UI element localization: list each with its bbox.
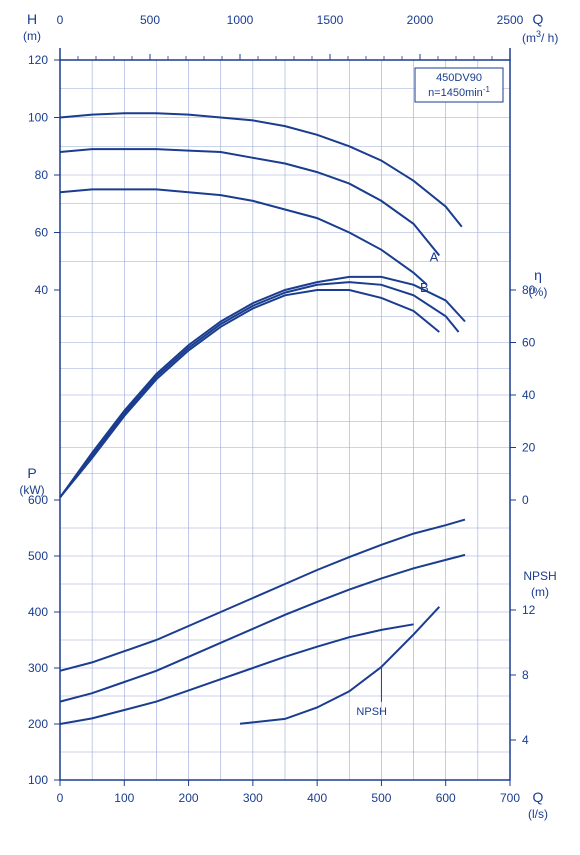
svg-text:120: 120	[28, 53, 48, 67]
chart-svg: 05001000150020002500Q(m3/ h)010020030040…	[0, 0, 580, 850]
svg-text:2500: 2500	[497, 13, 524, 27]
svg-text:4: 4	[522, 733, 529, 747]
svg-text:100: 100	[28, 111, 48, 125]
svg-text:80: 80	[522, 283, 536, 297]
svg-text:η: η	[534, 267, 542, 283]
curve-label-a: A	[430, 249, 439, 264]
svg-text:400: 400	[28, 605, 48, 619]
svg-text:200: 200	[28, 717, 48, 731]
power-curve-1	[60, 520, 465, 671]
svg-text:80: 80	[35, 168, 49, 182]
svg-text:0: 0	[57, 13, 64, 27]
svg-text:40: 40	[522, 388, 536, 402]
svg-text:12: 12	[522, 603, 536, 617]
svg-text:500: 500	[371, 791, 391, 805]
eff-curve-3	[60, 290, 439, 497]
svg-text:1500: 1500	[317, 13, 344, 27]
model-label: 450DV90	[436, 72, 482, 84]
svg-text:2000: 2000	[407, 13, 434, 27]
svg-text:600: 600	[28, 493, 48, 507]
svg-text:Q: Q	[533, 11, 544, 27]
svg-text:0: 0	[57, 791, 64, 805]
svg-text:60: 60	[522, 336, 536, 350]
svg-text:NPSH: NPSH	[523, 569, 556, 583]
pump-performance-chart: 05001000150020002500Q(m3/ h)010020030040…	[0, 0, 580, 850]
svg-text:500: 500	[140, 13, 160, 27]
svg-text:P: P	[27, 465, 36, 481]
svg-text:700: 700	[500, 791, 520, 805]
svg-text:500: 500	[28, 549, 48, 563]
speed-label: n=1450min-1	[428, 85, 490, 100]
svg-text:600: 600	[436, 791, 456, 805]
svg-text:100: 100	[28, 773, 48, 787]
svg-text:400: 400	[307, 791, 327, 805]
svg-text:40: 40	[35, 283, 49, 297]
svg-text:200: 200	[179, 791, 199, 805]
svg-text:Q: Q	[533, 789, 544, 805]
svg-text:(m): (m)	[531, 585, 549, 599]
svg-text:(l/s): (l/s)	[528, 807, 548, 821]
svg-text:H: H	[27, 11, 37, 27]
svg-text:0: 0	[522, 493, 529, 507]
svg-text:60: 60	[35, 226, 49, 240]
svg-text:8: 8	[522, 668, 529, 682]
svg-text:100: 100	[114, 791, 134, 805]
svg-text:300: 300	[28, 661, 48, 675]
svg-text:(m3/ h): (m3/ h)	[522, 29, 558, 45]
power-curve-2	[60, 555, 465, 702]
svg-text:(m): (m)	[23, 29, 41, 43]
svg-text:300: 300	[243, 791, 263, 805]
eff-curve-2	[60, 282, 459, 497]
svg-text:20: 20	[522, 441, 536, 455]
eff-curve-1	[60, 277, 465, 498]
npsh-pointer-label: NPSH	[356, 706, 387, 718]
svg-text:1000: 1000	[227, 13, 254, 27]
head-curve-top	[60, 113, 462, 227]
head-curve-a	[60, 149, 439, 255]
